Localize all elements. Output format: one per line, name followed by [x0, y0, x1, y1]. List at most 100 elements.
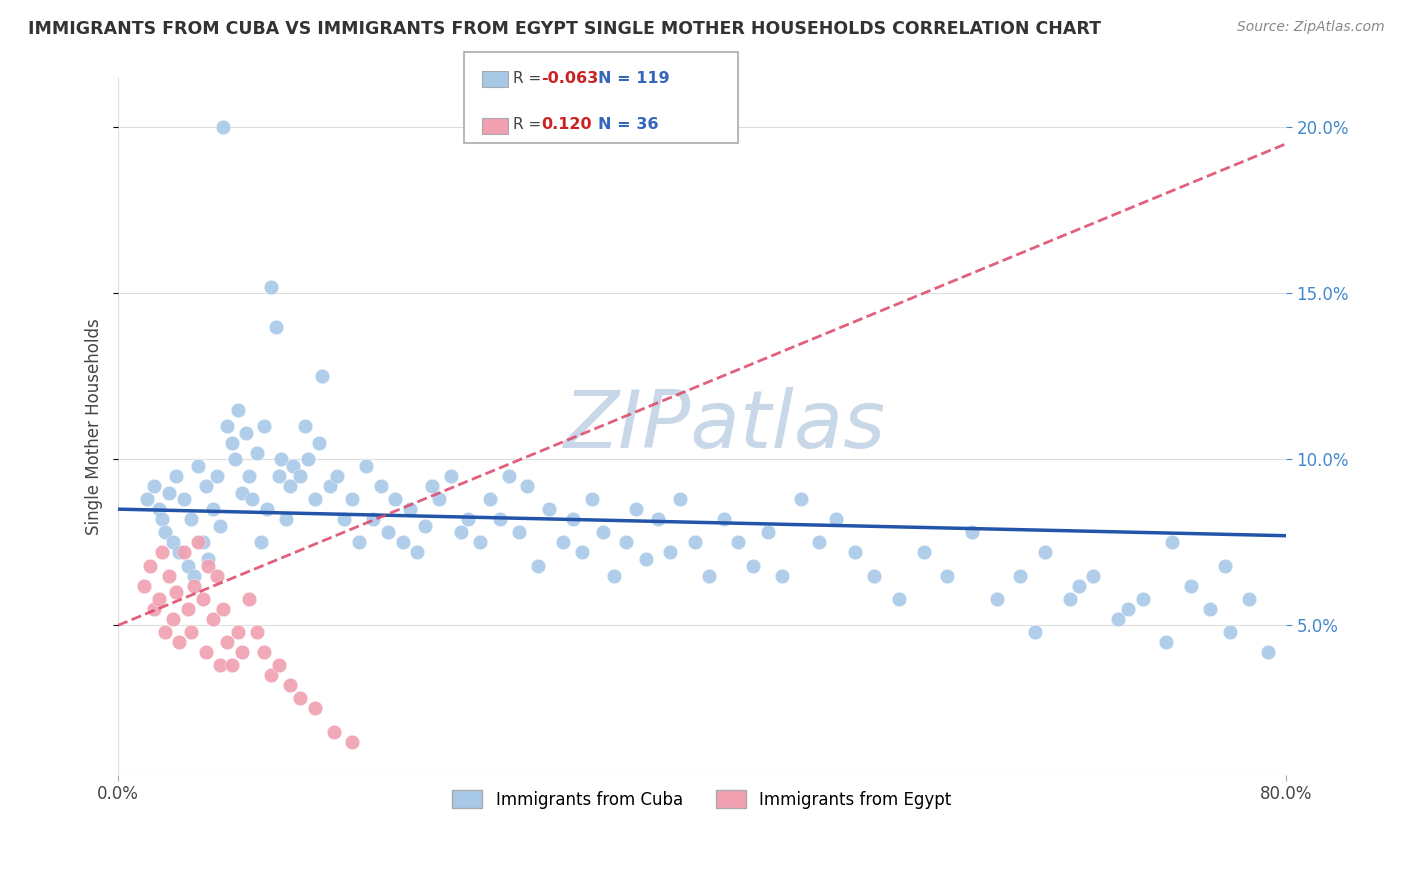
Point [297, 452, 319, 467]
Point [246, 446, 269, 460]
Point [183, 568, 205, 582]
Text: IMMIGRANTS FROM CUBA VS IMMIGRANTS FROM EGYPT SINGLE MOTHER HOUSEHOLDS CORRELATI: IMMIGRANTS FROM CUBA VS IMMIGRANTS FROM … [28, 20, 1101, 37]
Point [177, 601, 200, 615]
Point [790, 492, 813, 507]
Point [1154, 635, 1177, 649]
Point [212, 601, 235, 615]
Point [165, 469, 187, 483]
Text: N = 36: N = 36 [598, 118, 658, 132]
Point [177, 558, 200, 573]
Point [323, 724, 346, 739]
Point [516, 479, 538, 493]
Point [201, 502, 224, 516]
Point [212, 120, 235, 135]
Point [399, 502, 422, 516]
Point [318, 479, 340, 493]
Point [697, 568, 720, 582]
Text: ZIPatlas: ZIPatlas [564, 387, 886, 465]
Point [250, 535, 273, 549]
Point [224, 452, 246, 467]
Point [267, 658, 290, 673]
Point [238, 591, 260, 606]
Point [1239, 591, 1261, 606]
Point [226, 625, 249, 640]
Text: 0.120: 0.120 [541, 118, 592, 132]
Point [1213, 558, 1236, 573]
Text: R =: R = [513, 71, 547, 86]
Point [1116, 601, 1139, 615]
Point [209, 658, 232, 673]
Text: Source: ZipAtlas.com: Source: ZipAtlas.com [1237, 20, 1385, 34]
Point [420, 479, 443, 493]
Point [936, 568, 959, 582]
Point [384, 492, 406, 507]
Point [912, 545, 935, 559]
Point [153, 525, 176, 540]
Point [960, 525, 983, 540]
Point [1219, 625, 1241, 640]
Point [603, 568, 626, 582]
Point [197, 558, 219, 573]
Point [205, 469, 228, 483]
Point [191, 591, 214, 606]
Point [742, 558, 765, 573]
Point [1132, 591, 1154, 606]
Point [1024, 625, 1046, 640]
Point [1107, 612, 1129, 626]
Point [165, 585, 187, 599]
Point [614, 535, 637, 549]
Point [294, 419, 316, 434]
Point [231, 485, 253, 500]
Point [167, 545, 190, 559]
Point [508, 525, 530, 540]
Point [191, 535, 214, 549]
Point [194, 479, 217, 493]
Point [683, 535, 706, 549]
Point [713, 512, 735, 526]
Point [581, 492, 603, 507]
Point [377, 525, 399, 540]
Point [553, 535, 575, 549]
Point [887, 591, 910, 606]
Point [264, 319, 287, 334]
Point [134, 578, 156, 592]
Y-axis label: Single Mother Households: Single Mother Households [86, 318, 103, 534]
Point [562, 512, 585, 526]
Point [807, 535, 830, 549]
Point [527, 558, 550, 573]
Point [308, 435, 330, 450]
Point [479, 492, 502, 507]
Point [143, 601, 166, 615]
Point [197, 552, 219, 566]
Point [290, 469, 312, 483]
Point [290, 691, 312, 706]
Point [238, 469, 260, 483]
Point [363, 512, 385, 526]
Point [624, 502, 647, 516]
Point [157, 568, 180, 582]
Point [260, 668, 283, 682]
Point [1199, 601, 1222, 615]
Point [440, 469, 463, 483]
Point [270, 452, 292, 467]
Point [844, 545, 866, 559]
Point [267, 469, 290, 483]
Point [281, 458, 304, 473]
Point [253, 419, 276, 434]
Point [413, 518, 436, 533]
Point [221, 658, 243, 673]
Point [173, 545, 195, 559]
Point [326, 469, 349, 483]
Point [669, 492, 692, 507]
Point [187, 535, 209, 549]
Point [636, 552, 658, 566]
Point [201, 612, 224, 626]
Point [370, 479, 392, 493]
Point [498, 469, 520, 483]
Point [173, 492, 195, 507]
Point [354, 458, 377, 473]
Point [986, 591, 1008, 606]
Point [592, 525, 614, 540]
Point [863, 568, 886, 582]
Point [347, 535, 370, 549]
